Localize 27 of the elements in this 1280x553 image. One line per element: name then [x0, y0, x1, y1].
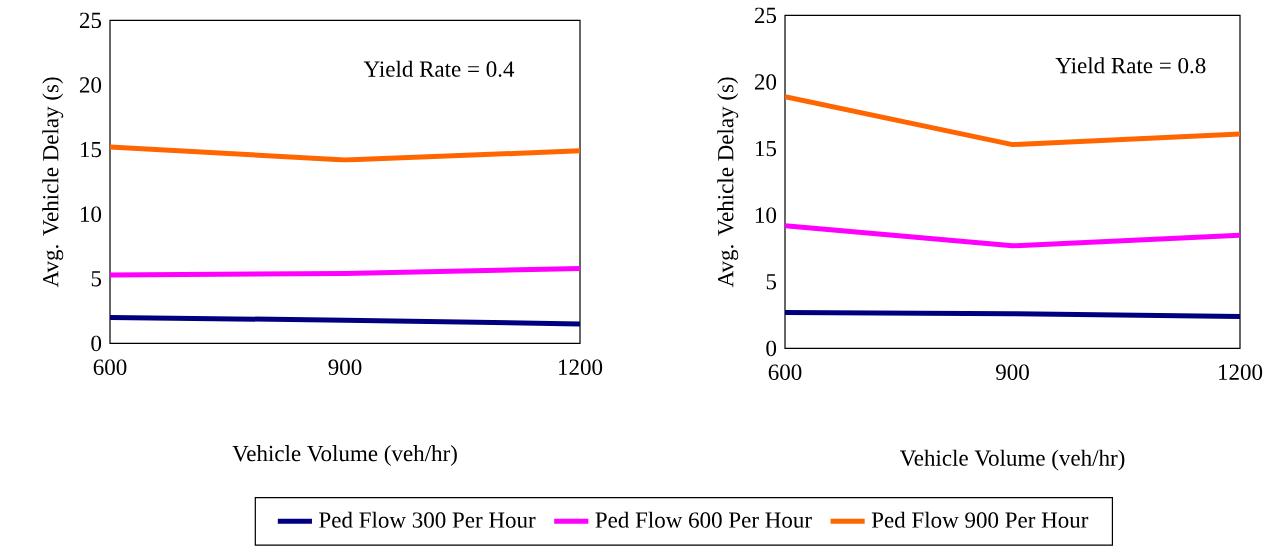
x-tick-label: 600	[93, 359, 127, 375]
y-tick-label: 20	[754, 74, 777, 90]
y-tick-label: 10	[755, 207, 777, 223]
y-tick-label: 10	[80, 206, 102, 222]
x-tick-label: 900	[328, 359, 362, 375]
x-tick-label: 600	[768, 364, 802, 380]
y-tick-label: 5	[91, 270, 102, 287]
annotation: Yield Rate = 0.8	[1055, 57, 1206, 74]
y-tick-label: 5	[766, 273, 777, 290]
x-axis-title: Vehicle Volume (veh/hr)	[899, 449, 1125, 471]
y-tick-label: 15	[755, 140, 777, 157]
y-axis-title: Avg. Vehicle Delay (s)	[717, 77, 739, 287]
x-tick-label: 900	[996, 364, 1029, 380]
x-tick-label: 1200	[559, 359, 603, 375]
y-tick-label: 25	[754, 7, 777, 23]
annotation: Yield Rate = 0.4	[363, 60, 515, 77]
y-tick-label: 20	[79, 77, 102, 93]
y-tick-label: 25	[79, 12, 102, 28]
legend-label: Ped Flow 300 Per Hour	[319, 511, 536, 528]
y-tick-label: 15	[80, 141, 102, 158]
x-tick-label: 1200	[1219, 364, 1263, 380]
y-axis-title: Avg. Vehicle Delay (s)	[42, 77, 64, 287]
legend-label: Ped Flow 900 Per Hour	[871, 511, 1089, 528]
x-axis-title: Vehicle Volume (veh/hr)	[232, 444, 457, 466]
legend-label: Ped Flow 600 Per Hour	[595, 511, 812, 528]
y-tick-label: 0	[91, 335, 102, 351]
y-tick-label: 0	[766, 340, 777, 356]
